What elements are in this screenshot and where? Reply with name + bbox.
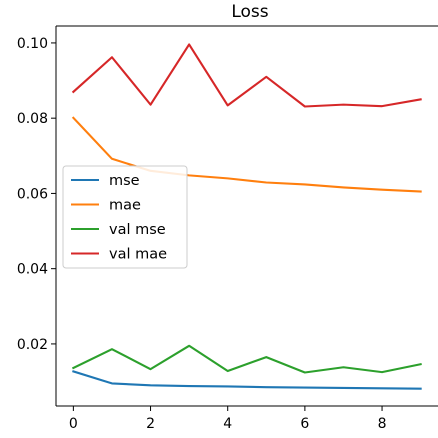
y-tick-label: 0.06 xyxy=(17,186,48,202)
chart-title: Loss xyxy=(231,2,268,22)
axes-layer: 0.02 0.04 0.06 0.08 0.10 0 2 4 6 8 xyxy=(17,25,438,432)
legend-label-mae: mae xyxy=(109,198,141,214)
y-tick-label: 0.08 xyxy=(17,111,48,127)
x-tick-label: 2 xyxy=(146,416,155,432)
series-line-mse xyxy=(72,370,422,390)
legend-label-mse: mse xyxy=(109,173,140,189)
legend-label-val-mae: val mae xyxy=(109,247,167,263)
x-tick-label: 6 xyxy=(300,416,309,432)
series-line-mae xyxy=(71,116,422,193)
y-tick-label: 0.04 xyxy=(17,262,48,278)
series-line-val-mse xyxy=(71,344,422,374)
legend-label-val-mse: val mse xyxy=(109,222,166,238)
series-line-val-mae xyxy=(71,43,422,108)
legend: mse mae val mse val mae xyxy=(62,165,188,269)
series-layer xyxy=(71,43,422,390)
legend-box xyxy=(62,165,188,269)
x-tick-label: 4 xyxy=(223,416,232,432)
x-tick-label: 8 xyxy=(378,416,387,432)
y-tick-label: 0.02 xyxy=(17,337,48,353)
y-tick-label: 0.10 xyxy=(17,36,48,52)
x-tick-label: 0 xyxy=(69,416,78,432)
